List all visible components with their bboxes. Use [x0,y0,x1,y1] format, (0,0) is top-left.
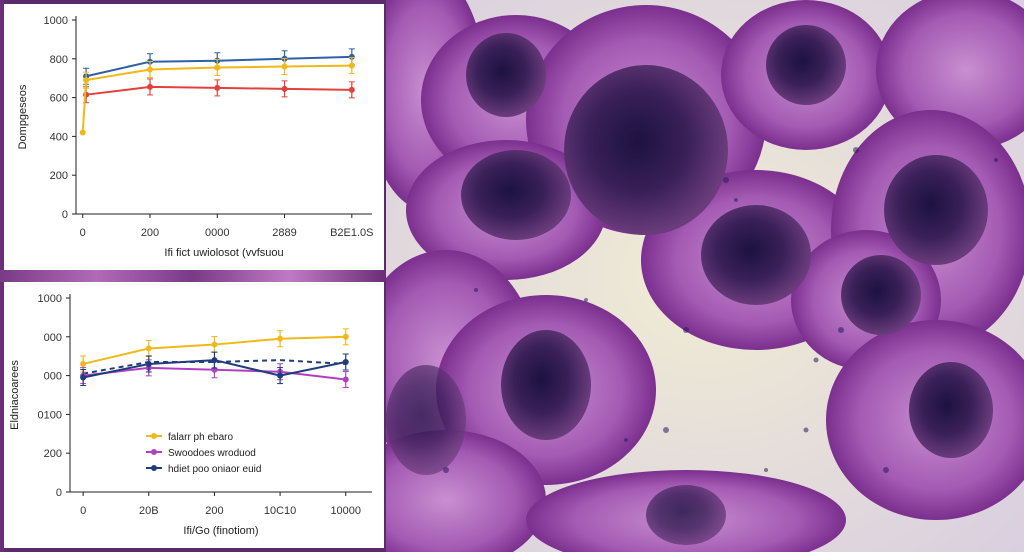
data-point [348,62,355,69]
y-axis-title: Dompgeseos [17,84,29,149]
data-point [145,345,152,352]
legend-label: hdiet poo oniaor euid [168,464,261,475]
data-point [277,335,284,342]
y-tick-label: 000 [44,371,62,383]
y-tick-label: 600 [50,93,68,105]
series-line [81,80,88,133]
micrograph-cells [386,0,1024,552]
data-point [211,357,218,364]
data-point [147,83,153,90]
data-point [348,53,355,60]
legend-marker [151,433,157,439]
line-chart-top: 0 200 400 600 800 1000 0 200 0000 2889 B2E1.0S Ifi … [17,15,374,259]
y-tick-label: 0 [62,209,68,221]
y-axis-title: Eldniacoarees [9,360,21,430]
data-point [348,86,355,93]
y-tick-label: 0 [56,487,62,499]
x-tick-label: 10C10 [264,505,296,517]
x-tick-label: 0 [80,505,86,517]
y-tick-label: 1000 [44,15,68,27]
data-point [211,341,218,348]
legend-label: Swoodoes wroduod [168,448,256,459]
data-point [342,376,349,383]
x-tick-label: 0 [80,227,86,239]
dashed-series-line [82,359,346,375]
data-point [281,63,288,70]
data-point [214,84,221,91]
data-point [281,85,288,92]
y-tick-label: 400 [50,131,68,143]
micrograph-image [386,0,1024,552]
data-point [342,359,349,366]
x-axis-title: Ifi fict uwiolosot (vvfsuou [164,247,283,259]
data-point [79,129,86,136]
y-tick-label: 800 [50,54,68,66]
x-tick-label: 0000 [205,227,229,239]
y-tick-label: 200 [44,448,62,460]
data-point [80,360,87,367]
chart-panel-bottom: 0 200 0100 000 000 1000 0 20B 200 10C10 10000 Ifi/G… [4,282,384,548]
x-axis-title: Ifi/Go (finotiom) [183,525,258,537]
y-tick-label: 000 [44,332,62,344]
data-point [145,360,152,367]
divider-strip [0,270,386,282]
x-tick-label: 2889 [272,227,296,239]
x-tick-label: 10000 [330,505,361,517]
chart-panel-top: 0 200 400 600 800 1000 0 200 0000 2889 B2E1.0S Ifi … [4,4,384,270]
y-tick-label: 200 [50,170,68,182]
x-tick-label: 200 [205,505,223,517]
y-tick-label: 0100 [38,409,62,421]
data-point [277,372,284,379]
x-tick-label: B2E1.0S [330,227,373,239]
legend-marker [151,465,157,471]
data-point [342,333,349,340]
legend-label: falarr ph ebaro [168,432,233,443]
x-tick-label: 200 [141,227,159,239]
y-tick-label: 1000 [38,293,62,305]
data-point [214,64,221,71]
legend-marker [151,449,157,455]
x-tick-label: 20B [139,505,159,517]
data-point [147,66,153,73]
data-point [80,374,87,381]
